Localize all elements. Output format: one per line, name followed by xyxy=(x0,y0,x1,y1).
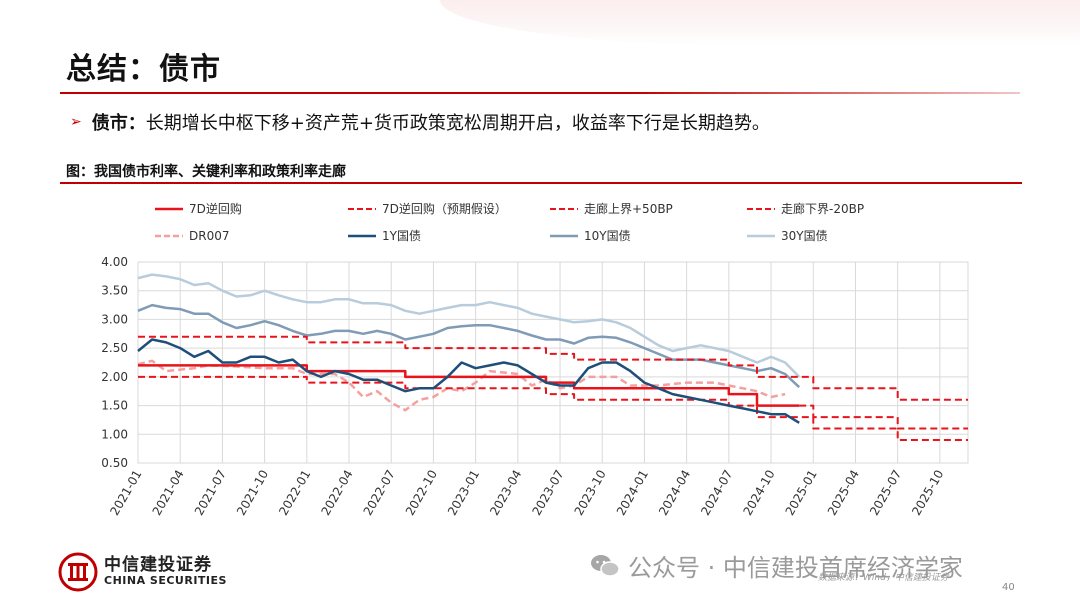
x-tick-label: 2025-10 xyxy=(909,468,946,518)
chart-legend: 7D逆回购 7D逆回购（预期假设） 走廊上界+50BP 走廊下界-20BP DR007 1… xyxy=(155,201,864,243)
x-tick-label: 2025-01 xyxy=(783,468,820,518)
title-divider xyxy=(60,92,1020,94)
y-tick-label: 1.50 xyxy=(101,399,128,413)
series-line-1 xyxy=(799,404,968,430)
legend-label: DR007 xyxy=(189,229,229,243)
series-line-7 xyxy=(137,273,801,378)
y-tick-label: 0.50 xyxy=(101,456,128,470)
y-tick-label: 3.50 xyxy=(101,284,128,298)
x-tick-label: 2021-10 xyxy=(234,468,271,518)
china-securities-logo-icon xyxy=(58,552,98,592)
legend-label: 10Y国债 xyxy=(584,229,631,243)
watermark-text: 公众号 · 中信建投首席经济学家 xyxy=(628,554,963,582)
x-tick-label: 2022-04 xyxy=(318,468,355,518)
chart-grid xyxy=(137,261,969,464)
series-line-2 xyxy=(138,335,968,401)
legend-label: 走廊上界+50BP xyxy=(584,201,673,216)
y-tick-label: 1.00 xyxy=(101,427,128,441)
chart-series xyxy=(137,273,968,441)
x-tick-label: 2025-04 xyxy=(825,468,862,518)
x-tick-label: 2022-01 xyxy=(276,468,313,518)
slide-title: 总结：债市 xyxy=(66,52,221,87)
wechat-icon xyxy=(591,554,620,577)
legend-label: 7D逆回购 xyxy=(189,201,242,216)
legend-label: 7D逆回购（预期假设） xyxy=(382,201,507,216)
legend-label: 1Y国债 xyxy=(382,229,421,243)
x-tick-label: 2023-01 xyxy=(445,467,482,517)
series-line-0 xyxy=(138,364,800,407)
x-tick-label: 2024-04 xyxy=(656,468,693,518)
brand-name-cn: 中信建投证券 xyxy=(104,555,212,576)
legend-label: 30Y国债 xyxy=(781,229,828,243)
y-tick-label: 4.00 xyxy=(101,255,128,269)
series-line-4 xyxy=(137,359,786,412)
bullet-text: 长期增长中枢下移+资产荒+货币政策宽松周期开启，收益率下行是长期趋势。 xyxy=(145,113,770,134)
bullet-label: 债市： xyxy=(91,113,146,134)
y-tick-label: 3.00 xyxy=(101,312,128,326)
series-line-5 xyxy=(137,338,800,424)
x-tick-label: 2021-04 xyxy=(150,468,187,518)
y-tick-label: 2.00 xyxy=(101,370,128,384)
caption-divider xyxy=(60,182,1022,184)
watermark: 公众号 · 中信建投首席经济学家 xyxy=(590,548,963,583)
x-tick-label: 2024-10 xyxy=(740,468,777,518)
x-tick-label: 2024-07 xyxy=(698,468,735,518)
figure-caption: 图：我国债市利率、关键利率和政策利率走廊 xyxy=(66,164,346,180)
triangle-bullet-icon: ➢ xyxy=(70,114,82,130)
brand-logo: 中信建投证券 CHINA SECURITIES xyxy=(58,552,227,592)
source-note: 数据来源：Wind，中信建投证券 xyxy=(818,573,949,583)
x-tick-label: 2023-07 xyxy=(529,468,566,518)
x-tick-label: 2022-07 xyxy=(361,468,398,518)
x-tick-label: 2021-07 xyxy=(192,468,229,518)
brand-name-en: CHINA SECURITIES xyxy=(104,574,227,588)
legend-label: 走廊下界-20BP xyxy=(781,201,864,216)
series-line-3 xyxy=(138,375,968,441)
page-number: 40 xyxy=(1002,582,1015,593)
x-tick-label: 2025-07 xyxy=(867,468,904,518)
x-tick-label: 2024-01 xyxy=(614,468,651,518)
summary-bullet: ➢ 债市： 长期增长中枢下移+资产荒+货币政策宽松周期开启，收益率下行是长期趋势… xyxy=(70,109,770,135)
x-tick-label: 2023-04 xyxy=(487,468,524,518)
x-tick-label: 2021-01 xyxy=(107,468,144,518)
y-tick-label: 2.50 xyxy=(101,341,128,355)
x-tick-label: 2023-10 xyxy=(572,468,609,518)
x-tick-label: 2022-10 xyxy=(403,468,440,518)
